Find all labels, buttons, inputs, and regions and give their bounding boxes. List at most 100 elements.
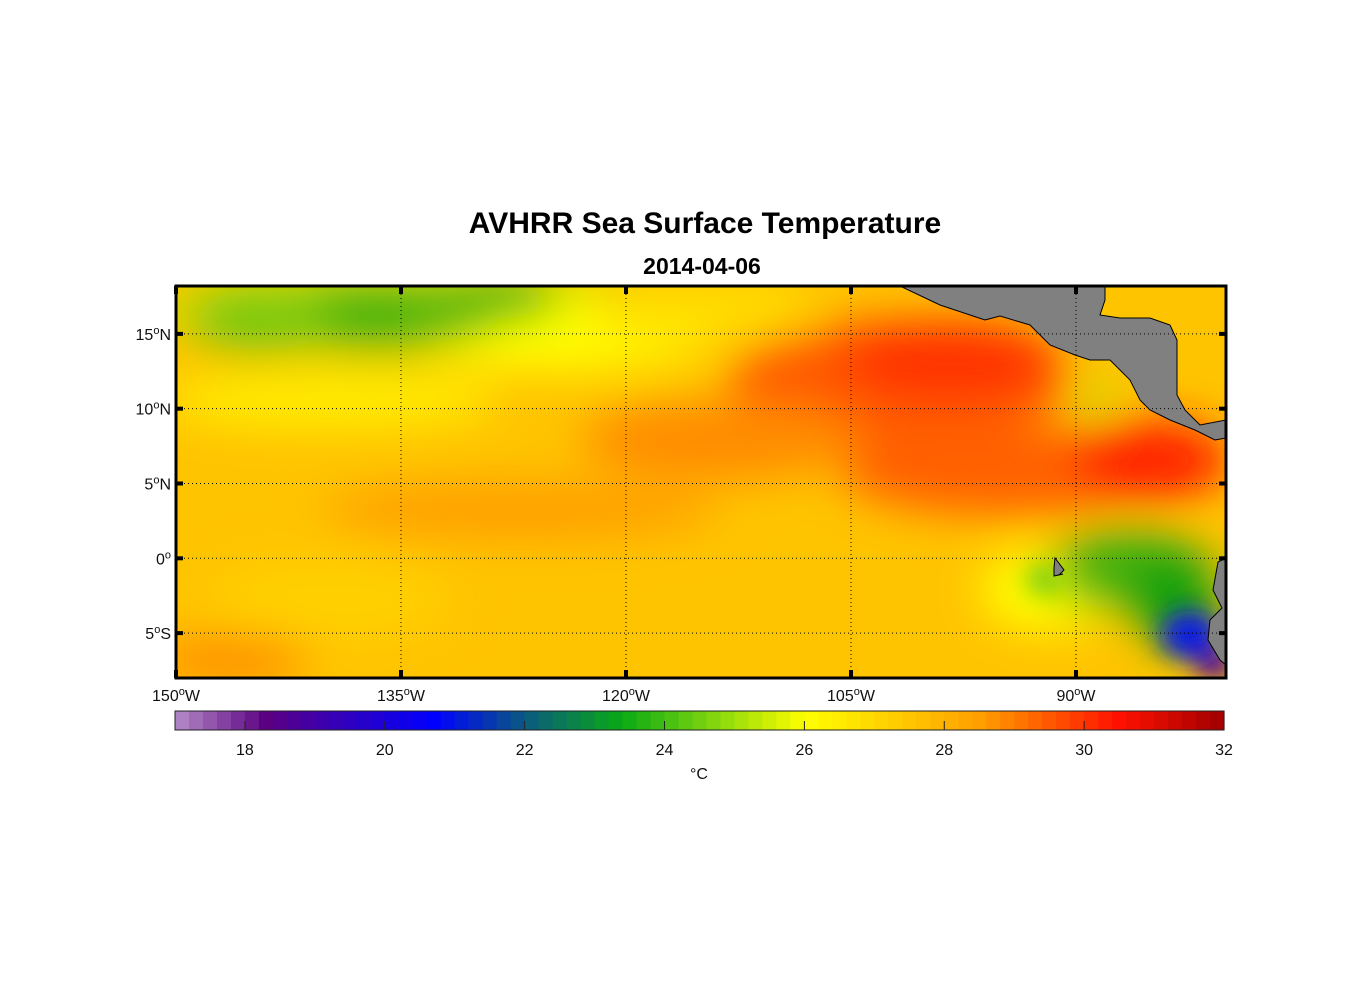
land-galapagos — [1053, 556, 1065, 577]
lon-label: 120oW — [602, 686, 651, 705]
map-frame — [174, 284, 1228, 680]
colorbar-tick-label: 30 — [1075, 742, 1093, 759]
colorbar-tick-label: 18 — [236, 742, 254, 759]
colorbar-swatch — [468, 711, 484, 730]
chart-title: AVHRR Sea Surface Temperature — [468, 207, 942, 240]
colorbar-swatch — [524, 711, 540, 730]
colorbar-tick-label: 32 — [1215, 742, 1233, 759]
axis-labels: 15oN 10oN 5oN 0o 5oS 150oW 135oW 120oW 105oW 90oW — [136, 325, 1097, 705]
colorbar-swatch — [1056, 711, 1071, 730]
colorbar-swatch — [412, 711, 428, 730]
lon-label: 105oW — [827, 686, 876, 705]
colorbar-swatch — [664, 711, 680, 730]
colorbar-swatch — [342, 711, 358, 730]
lat-label: 0o — [156, 549, 171, 568]
colorbar-swatch — [202, 711, 218, 730]
colorbar-swatch — [258, 711, 274, 730]
colorbar-swatch — [972, 711, 987, 730]
colorbar-swatch — [902, 711, 917, 730]
colorbar-swatch — [986, 711, 1001, 730]
colorbar-swatch — [958, 711, 973, 730]
colorbar-swatch — [370, 711, 386, 730]
lon-label: 135oW — [377, 686, 426, 705]
colorbar-swatch — [706, 711, 722, 730]
colorbar-swatch — [1196, 711, 1211, 730]
colorbar-swatch — [286, 711, 302, 730]
colorbar-swatch — [860, 711, 875, 730]
colorbar-tick-label: 28 — [935, 742, 953, 759]
sst-field — [176, 286, 1226, 678]
colorbar-swatch — [328, 711, 344, 730]
colorbar-swatch — [678, 711, 694, 730]
lat-label: 5oS — [145, 624, 171, 643]
lon-label: 150oW — [152, 686, 201, 705]
colorbar-swatch — [650, 711, 666, 730]
colorbar-swatch — [1028, 711, 1043, 730]
colorbar-tick-label: 24 — [656, 742, 674, 759]
colorbar-unit-label: °C — [690, 766, 708, 783]
colorbar-swatch — [244, 711, 260, 730]
colorbar-swatch — [748, 711, 764, 730]
colorbar-swatch — [608, 711, 624, 730]
colorbar-swatch — [300, 711, 316, 730]
colorbar-swatch — [776, 711, 792, 730]
land-south-america — [1207, 557, 1226, 666]
colorbar: 18 20 22 24 26 28 30 32 °C — [174, 710, 1233, 783]
colorbar-swatch — [566, 711, 582, 730]
colorbar-swatch — [510, 711, 526, 730]
colorbar-swatch — [552, 711, 568, 730]
colorbar-swatch — [846, 711, 861, 730]
colorbar-swatch — [832, 711, 847, 730]
colorbar-swatch — [454, 711, 470, 730]
colorbar-swatch — [188, 711, 204, 730]
colorbar-swatch — [1084, 711, 1099, 730]
colorbar-swatch — [1182, 711, 1197, 730]
colorbar-swatch — [944, 711, 959, 730]
colorbar-swatch — [1014, 711, 1029, 730]
colorbar-swatch — [1154, 711, 1169, 730]
colorbar-swatch — [874, 711, 889, 730]
colorbar-swatch — [356, 711, 372, 730]
lat-label: 5oN — [144, 474, 171, 493]
colorbar-swatch — [1168, 711, 1183, 730]
colorbar-tick-label: 22 — [516, 742, 534, 759]
colorbar-swatch — [272, 711, 288, 730]
colorbar-swatch — [426, 711, 442, 730]
colorbar-swatch — [1000, 711, 1015, 730]
colorbar-swatch — [1112, 711, 1127, 730]
colorbar-swatch — [175, 711, 190, 730]
colorbar-swatch — [1210, 711, 1225, 730]
lat-label: 15oN — [136, 325, 171, 344]
colorbar-swatch — [230, 711, 246, 730]
colorbar-swatch — [622, 711, 638, 730]
land-central-america — [899, 286, 1226, 441]
chart-subtitle: 2014-04-06 — [643, 253, 761, 279]
colorbar-swatch — [636, 711, 652, 730]
colorbar-swatch — [216, 711, 232, 730]
colorbar-swatch — [580, 711, 596, 730]
colorbar-tick-label: 20 — [376, 742, 394, 759]
colorbar-swatch — [398, 711, 414, 730]
colorbar-swatch — [888, 711, 903, 730]
colorbar-swatch — [762, 711, 778, 730]
colorbar-swatch — [482, 711, 498, 730]
colorbar-swatch — [1126, 711, 1141, 730]
colorbar-swatch — [804, 711, 819, 730]
colorbar-swatch — [1070, 711, 1085, 730]
colorbar-swatch — [538, 711, 554, 730]
colorbar-swatch — [440, 711, 456, 730]
colorbar-swatch — [734, 711, 750, 730]
colorbar-frame — [174, 710, 1225, 731]
colorbar-swatch — [720, 711, 736, 730]
colorbar-swatch — [594, 711, 610, 730]
colorbar-swatch — [930, 711, 945, 730]
colorbar-swatch — [1098, 711, 1113, 730]
colorbar-swatch — [692, 711, 708, 730]
lat-label: 10oN — [136, 400, 171, 419]
colorbar-swatch — [1042, 711, 1057, 730]
colorbar-swatch — [1140, 711, 1155, 730]
colorbar-swatch — [496, 711, 512, 730]
colorbar-swatch — [790, 711, 805, 730]
colorbar-swatch — [916, 711, 931, 730]
